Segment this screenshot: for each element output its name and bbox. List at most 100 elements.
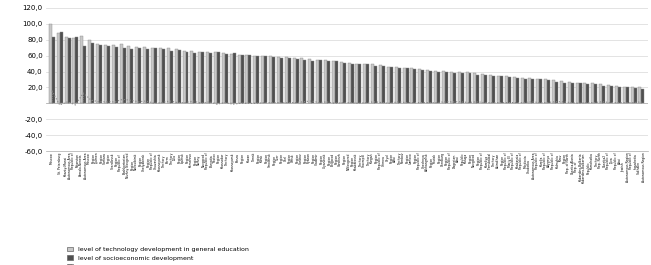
Bar xyxy=(560,81,563,103)
Bar xyxy=(406,68,409,103)
Bar xyxy=(579,83,581,103)
Bar xyxy=(437,72,440,103)
Bar xyxy=(500,76,503,103)
Bar xyxy=(421,70,424,103)
Bar xyxy=(523,79,527,103)
Bar xyxy=(539,80,542,103)
Bar xyxy=(599,84,602,103)
Bar xyxy=(568,82,571,103)
Bar xyxy=(303,60,307,103)
Bar xyxy=(492,76,495,103)
Bar xyxy=(319,60,322,103)
Bar xyxy=(442,71,445,103)
Bar xyxy=(159,48,162,103)
Bar xyxy=(309,59,311,103)
Bar xyxy=(563,83,566,103)
Bar xyxy=(395,67,398,103)
Bar xyxy=(469,73,471,103)
Bar xyxy=(88,40,91,103)
Bar xyxy=(575,83,579,103)
Bar xyxy=(182,51,186,103)
Bar xyxy=(610,86,613,103)
Bar xyxy=(618,87,621,103)
Bar xyxy=(230,54,232,103)
Bar xyxy=(461,73,464,103)
Bar xyxy=(465,72,469,103)
Bar xyxy=(402,68,406,103)
Bar xyxy=(351,64,353,103)
Bar xyxy=(107,46,110,103)
Bar xyxy=(193,53,197,103)
Bar xyxy=(316,60,319,103)
Bar xyxy=(374,66,377,103)
Bar xyxy=(587,84,589,103)
Bar xyxy=(83,46,87,103)
Bar xyxy=(96,44,99,103)
Bar xyxy=(190,51,193,103)
Bar xyxy=(261,56,264,103)
Bar xyxy=(120,44,122,103)
Bar xyxy=(327,61,330,103)
Bar xyxy=(359,64,361,103)
Bar xyxy=(484,75,487,103)
Bar xyxy=(555,82,558,103)
Bar xyxy=(104,45,107,103)
Bar xyxy=(591,83,594,103)
Bar xyxy=(199,52,201,103)
Bar xyxy=(174,49,178,103)
Bar xyxy=(379,65,382,103)
Bar xyxy=(513,77,516,103)
Bar xyxy=(583,83,587,103)
Bar xyxy=(292,58,296,103)
Bar xyxy=(450,72,453,103)
Bar xyxy=(240,55,243,103)
Bar xyxy=(135,47,138,103)
Bar xyxy=(143,47,146,103)
Bar xyxy=(521,78,523,103)
Bar xyxy=(154,48,157,103)
Bar xyxy=(390,67,393,103)
Bar xyxy=(206,52,209,103)
Bar xyxy=(342,63,346,103)
Bar xyxy=(170,51,173,103)
Bar xyxy=(429,71,432,103)
Bar xyxy=(249,55,251,103)
Bar xyxy=(458,72,461,103)
Bar xyxy=(222,53,225,103)
Bar xyxy=(269,56,272,103)
Bar xyxy=(128,46,130,103)
Bar xyxy=(201,52,204,103)
Bar xyxy=(76,37,78,103)
Bar xyxy=(264,56,267,103)
Bar xyxy=(531,80,534,103)
Bar xyxy=(489,75,492,103)
Bar xyxy=(641,89,644,103)
Bar xyxy=(167,48,170,103)
Bar xyxy=(225,54,228,103)
Bar xyxy=(398,68,401,103)
Bar xyxy=(60,32,62,103)
Bar xyxy=(473,73,477,103)
Bar xyxy=(434,71,437,103)
Bar xyxy=(209,53,212,103)
Bar xyxy=(547,80,550,103)
Bar xyxy=(497,76,500,103)
Bar xyxy=(296,59,299,103)
Bar xyxy=(426,70,429,103)
Bar xyxy=(481,74,484,103)
Bar xyxy=(594,84,597,103)
Bar xyxy=(162,49,165,103)
Bar xyxy=(277,57,280,103)
Bar xyxy=(363,64,367,103)
Bar xyxy=(178,50,180,103)
Bar xyxy=(284,57,288,103)
Bar xyxy=(57,33,60,103)
Bar xyxy=(288,58,291,103)
Bar xyxy=(146,49,149,103)
Bar xyxy=(623,87,626,103)
Bar xyxy=(633,88,637,103)
Bar xyxy=(300,58,303,103)
Bar xyxy=(245,55,249,103)
Bar xyxy=(214,52,217,103)
Bar xyxy=(411,68,413,103)
